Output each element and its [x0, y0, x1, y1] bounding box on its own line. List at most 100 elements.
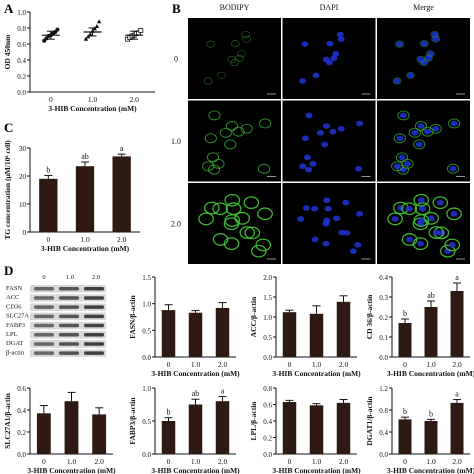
lane-label: 2.0 — [92, 274, 100, 281]
lipid-droplet-stain — [421, 126, 434, 137]
y-tick-label: 0.2 — [17, 429, 26, 437]
nucleus-stain — [420, 40, 428, 47]
y-axis-label: CD 36/β-actin — [365, 294, 374, 339]
protein-band — [59, 296, 79, 300]
nucleus-stain — [326, 40, 334, 47]
bar — [398, 419, 412, 454]
micrograph-cell — [377, 18, 470, 99]
nucleus-stain — [396, 135, 404, 142]
x-tick-label: 1.0 — [426, 457, 436, 466]
protein-band — [84, 323, 104, 328]
y-tick-label: 30 — [19, 145, 27, 153]
y-tick-label: 0.5 — [263, 334, 272, 342]
protein-band — [59, 351, 79, 355]
nucleus-stain — [417, 240, 425, 247]
data-point — [88, 32, 93, 36]
nucleus-stain — [329, 128, 337, 135]
lipid-droplet-stain — [448, 118, 461, 129]
x-tick-label: 1.0 — [312, 360, 322, 369]
lipid-droplet-stain — [241, 30, 251, 38]
protein-band — [84, 333, 104, 337]
chart-lpl: 0.0 0.2 0.4 0.6 0.8 0 1.0 2.03-HIB Concentratio… — [249, 385, 361, 474]
x-tick-label: 1.0 — [80, 235, 90, 244]
protein-band — [34, 314, 54, 319]
charts: 0.00.20.40.60.81.00 1.0 2.03-HIB Concentra… — [3, 9, 474, 474]
bar — [215, 307, 230, 357]
band-label: β-actin — [6, 349, 25, 356]
lipid-droplet-stain — [224, 214, 241, 227]
x-tick-label: 0 — [403, 360, 407, 369]
x-tick-label: 1.0 — [312, 457, 322, 466]
significance-letter: b — [429, 409, 433, 418]
nucleus-stain — [299, 78, 307, 84]
bar — [39, 178, 58, 232]
panel-label-c: C — [4, 120, 13, 135]
lipid-droplet-stain — [446, 207, 462, 221]
nucleus-stain — [321, 141, 329, 148]
significance-letter: ab — [192, 389, 200, 398]
protein-band — [59, 305, 79, 309]
x-tick-label: 1.0 — [191, 457, 201, 466]
nucleus-stain — [316, 130, 324, 136]
micrograph-background — [188, 18, 281, 99]
nucleus-stain — [311, 236, 319, 243]
x-tick-label: 2.0 — [339, 360, 349, 369]
x-tick-label: 1.0 — [67, 457, 77, 466]
y-tick-label: 1.5 — [142, 274, 151, 282]
bar — [92, 414, 107, 454]
x-tick-label: 1.0 — [88, 95, 98, 104]
nucleus-stain — [419, 205, 427, 212]
protein-band — [34, 342, 54, 346]
y-tick-label: 1.0 — [142, 301, 151, 309]
micrograph-cell — [188, 100, 281, 182]
significance-letter: b — [167, 408, 171, 417]
lipid-droplet-stain — [231, 40, 240, 48]
nucleus-stain — [332, 51, 340, 57]
lipid-droplet-stain — [257, 207, 273, 221]
lipid-droplet-stain — [444, 238, 461, 252]
nucleus-stain — [417, 217, 425, 224]
lipid-droplet-stain — [240, 123, 253, 134]
y-axis-label: FASN/β-actin — [128, 294, 137, 338]
nucleus-stain — [356, 120, 364, 127]
x-tick-label: 1.0 — [191, 360, 201, 369]
column-header-merge: Merge — [413, 3, 434, 12]
bar — [309, 405, 324, 454]
lipid-droplet-stain — [223, 237, 240, 251]
x-tick-label: 0 — [167, 360, 171, 369]
significance-letter: b — [403, 407, 407, 416]
bar — [188, 404, 203, 454]
y-tick-label: 0.0 — [142, 451, 151, 459]
bar — [450, 402, 464, 454]
y-axis-label: TG concentration (μM/10⁶ cell) — [3, 140, 12, 240]
bar — [75, 166, 95, 232]
band-label: CD36 — [6, 303, 22, 310]
data-point — [138, 27, 144, 33]
y-tick-label: 0.3 — [379, 294, 388, 302]
bar — [36, 413, 51, 454]
protein-band — [84, 287, 104, 291]
significance-letter: a — [455, 390, 459, 399]
protein-band — [84, 305, 104, 309]
micrograph-cell — [282, 100, 376, 182]
y-axis-label: ACC/β-actin — [249, 296, 258, 337]
nucleus-stain — [303, 154, 311, 161]
x-tick-label: 0 — [42, 457, 46, 466]
chart-dgat: 0.0 0.4 0.8 1.2 0 1.0 2.03-HIB Concentration (… — [365, 385, 474, 474]
lipid-droplet-stain — [413, 139, 426, 150]
protein-band — [34, 323, 54, 328]
protein-band — [34, 305, 54, 309]
nucleus-stain — [415, 141, 423, 148]
nucleus-stain — [302, 205, 310, 211]
lipid-droplet-stain — [219, 127, 232, 138]
lipid-droplet-stain — [257, 163, 271, 174]
x-tick-label: 2.0 — [452, 457, 462, 466]
western-blot: 0 1.0 2.0 FASN ACC CD36 SLC27A1 FABP3 LPL DGAT β-a… — [6, 274, 106, 357]
nucleus-stain — [342, 199, 350, 206]
nucleus-stain — [299, 163, 307, 170]
lipid-droplet-stain — [224, 139, 237, 150]
chart-c: 0 10 20 30 0 1.0 2.03-HIB Concentration (mM) TG… — [3, 140, 140, 253]
significance-letter: b — [46, 165, 50, 174]
lipid-droplet-stain — [225, 121, 239, 131]
